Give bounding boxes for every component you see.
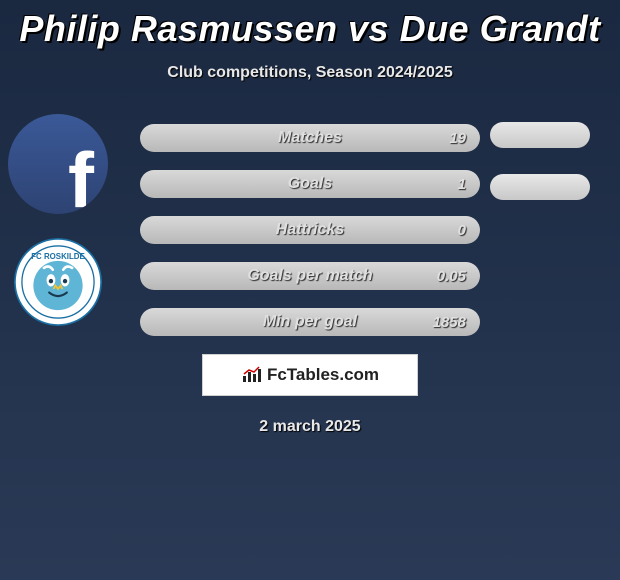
player1-avatar: f: [8, 114, 108, 214]
facebook-icon: f: [68, 135, 94, 214]
stat-bar-goals: Goals 1: [140, 170, 480, 198]
stat-label: Goals per match: [247, 267, 372, 285]
stat-label: Matches: [278, 129, 342, 147]
stat-bar-hattricks: Hattricks 0: [140, 216, 480, 244]
stat-bar-goals-per-match: Goals per match 0.05: [140, 262, 480, 290]
stat-bar-matches: Matches 19: [140, 124, 480, 152]
page-title: Philip Rasmussen vs Due Grandt: [0, 0, 620, 50]
stat-bar-min-per-goal: Min per goal 1858: [140, 308, 480, 336]
roskilde-badge-icon: FC ROSKILDE: [14, 238, 102, 326]
secondary-bars: [490, 122, 590, 226]
stat-label: Min per goal: [263, 313, 357, 331]
mini-bar: [490, 122, 590, 148]
player2-club-badge: FC ROSKILDE: [14, 238, 102, 326]
stat-bars: Matches 19 Goals 1 Hattricks 0 Goals per…: [140, 124, 480, 336]
stat-value: 0: [458, 222, 466, 239]
mini-bar: [490, 174, 590, 200]
date-label: 2 march 2025: [0, 418, 620, 436]
svg-text:FC ROSKILDE: FC ROSKILDE: [31, 252, 85, 261]
stat-value: 1: [458, 176, 466, 193]
stat-label: Hattricks: [276, 221, 344, 239]
watermark-text: FcTables.com: [267, 365, 379, 385]
stat-value: 1858: [433, 314, 466, 331]
watermark-badge: FcTables.com: [202, 354, 418, 396]
stat-value: 0.05: [437, 268, 466, 285]
chart-icon: [241, 366, 263, 384]
stat-value: 19: [449, 130, 466, 147]
subtitle: Club competitions, Season 2024/2025: [0, 64, 620, 82]
stats-content: f FC ROSKILDE Matches: [0, 124, 620, 464]
stat-label: Goals: [288, 175, 332, 193]
avatars-column: f FC ROSKILDE: [8, 114, 108, 350]
